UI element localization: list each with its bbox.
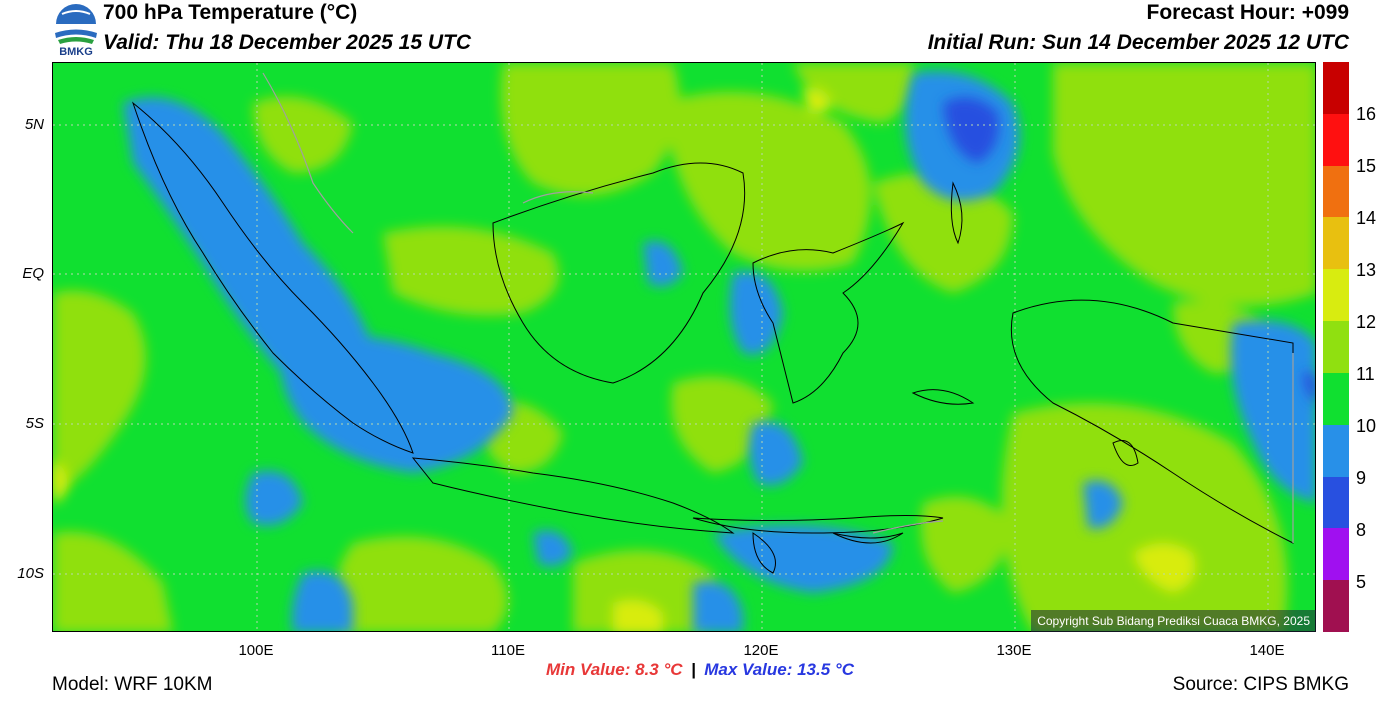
colorbar-segment (1323, 62, 1349, 115)
colorbar-segment (1323, 476, 1349, 529)
field-band-12-13 (53, 87, 1196, 631)
colorbar-label-16: 16 (1356, 104, 1377, 124)
copyright-notice: Copyright Sub Bidang Prediksi Cuaca BMKG… (1031, 610, 1316, 632)
colorbar-label-9: 9 (1356, 468, 1367, 488)
colorbar-label-13: 13 (1356, 260, 1377, 280)
model-label: Model: WRF 10KM (52, 674, 213, 695)
value-separator: | (690, 660, 696, 679)
colorbar-label-11: 11 (1356, 364, 1375, 384)
coastlines (131, 101, 1294, 574)
lon-label-110e: 110E (491, 642, 525, 659)
field-band-8-9 (943, 97, 1315, 402)
bmkg-logo-icon (54, 4, 98, 44)
colorbar-label-15: 15 (1356, 156, 1377, 176)
lon-label-140e: 140E (1249, 642, 1285, 659)
forecast-hour: Forecast Hour: +099 (1146, 1, 1350, 24)
lat-label-10s: 10S (17, 565, 44, 582)
colorbar-segment (1323, 424, 1349, 478)
min-value: Min Value: 8.3 °C (546, 660, 683, 679)
lon-label-120e: 120E (743, 642, 779, 659)
valid-time: Valid: Thu 18 December 2025 15 UTC (103, 31, 472, 54)
temperature-map (52, 62, 1316, 632)
logo-text: BMKG (59, 46, 93, 58)
min-max-values: Min Value: 8.3 °C | Max Value: 13.5 °C (0, 660, 1400, 680)
field-band-11-12 (53, 63, 1315, 631)
colorbar-segment (1323, 165, 1349, 218)
colorbar-label-14: 14 (1356, 208, 1377, 228)
max-value: Max Value: 13.5 °C (704, 660, 854, 679)
colorbar (1323, 62, 1349, 633)
colorbar-label-8: 8 (1356, 520, 1367, 540)
colorbar-segment (1323, 580, 1349, 633)
source-label: Source: CIPS BMKG (1172, 674, 1349, 695)
colorbar-segment (1323, 321, 1349, 374)
temperature-field (53, 63, 1315, 631)
field-band-9-10 (123, 71, 1315, 631)
colorbar-segment (1323, 113, 1349, 167)
colorbar-label-5: 5 (1356, 572, 1367, 592)
lat-label-5n: 5N (24, 116, 44, 133)
colorbar-segment (1323, 269, 1349, 322)
colorbar-label-10: 10 (1356, 416, 1377, 436)
colorbar-segment (1323, 528, 1349, 581)
lat-label-5s: 5S (25, 415, 44, 432)
lon-label-100e: 100E (238, 642, 274, 659)
colorbar-segment (1323, 217, 1349, 270)
graticule (53, 63, 1315, 631)
chart-title: 700 hPa Temperature (°C) (103, 1, 358, 24)
lon-label-130e: 130E (996, 642, 1032, 659)
bmkg-logo: BMKG (52, 2, 100, 60)
country-borders (262, 72, 1294, 543)
lat-label-eq: EQ (22, 265, 44, 282)
colorbar-segment (1323, 372, 1349, 426)
colorbar-label-12: 12 (1356, 312, 1377, 332)
initial-run: Initial Run: Sun 14 December 2025 12 UTC (927, 31, 1349, 54)
